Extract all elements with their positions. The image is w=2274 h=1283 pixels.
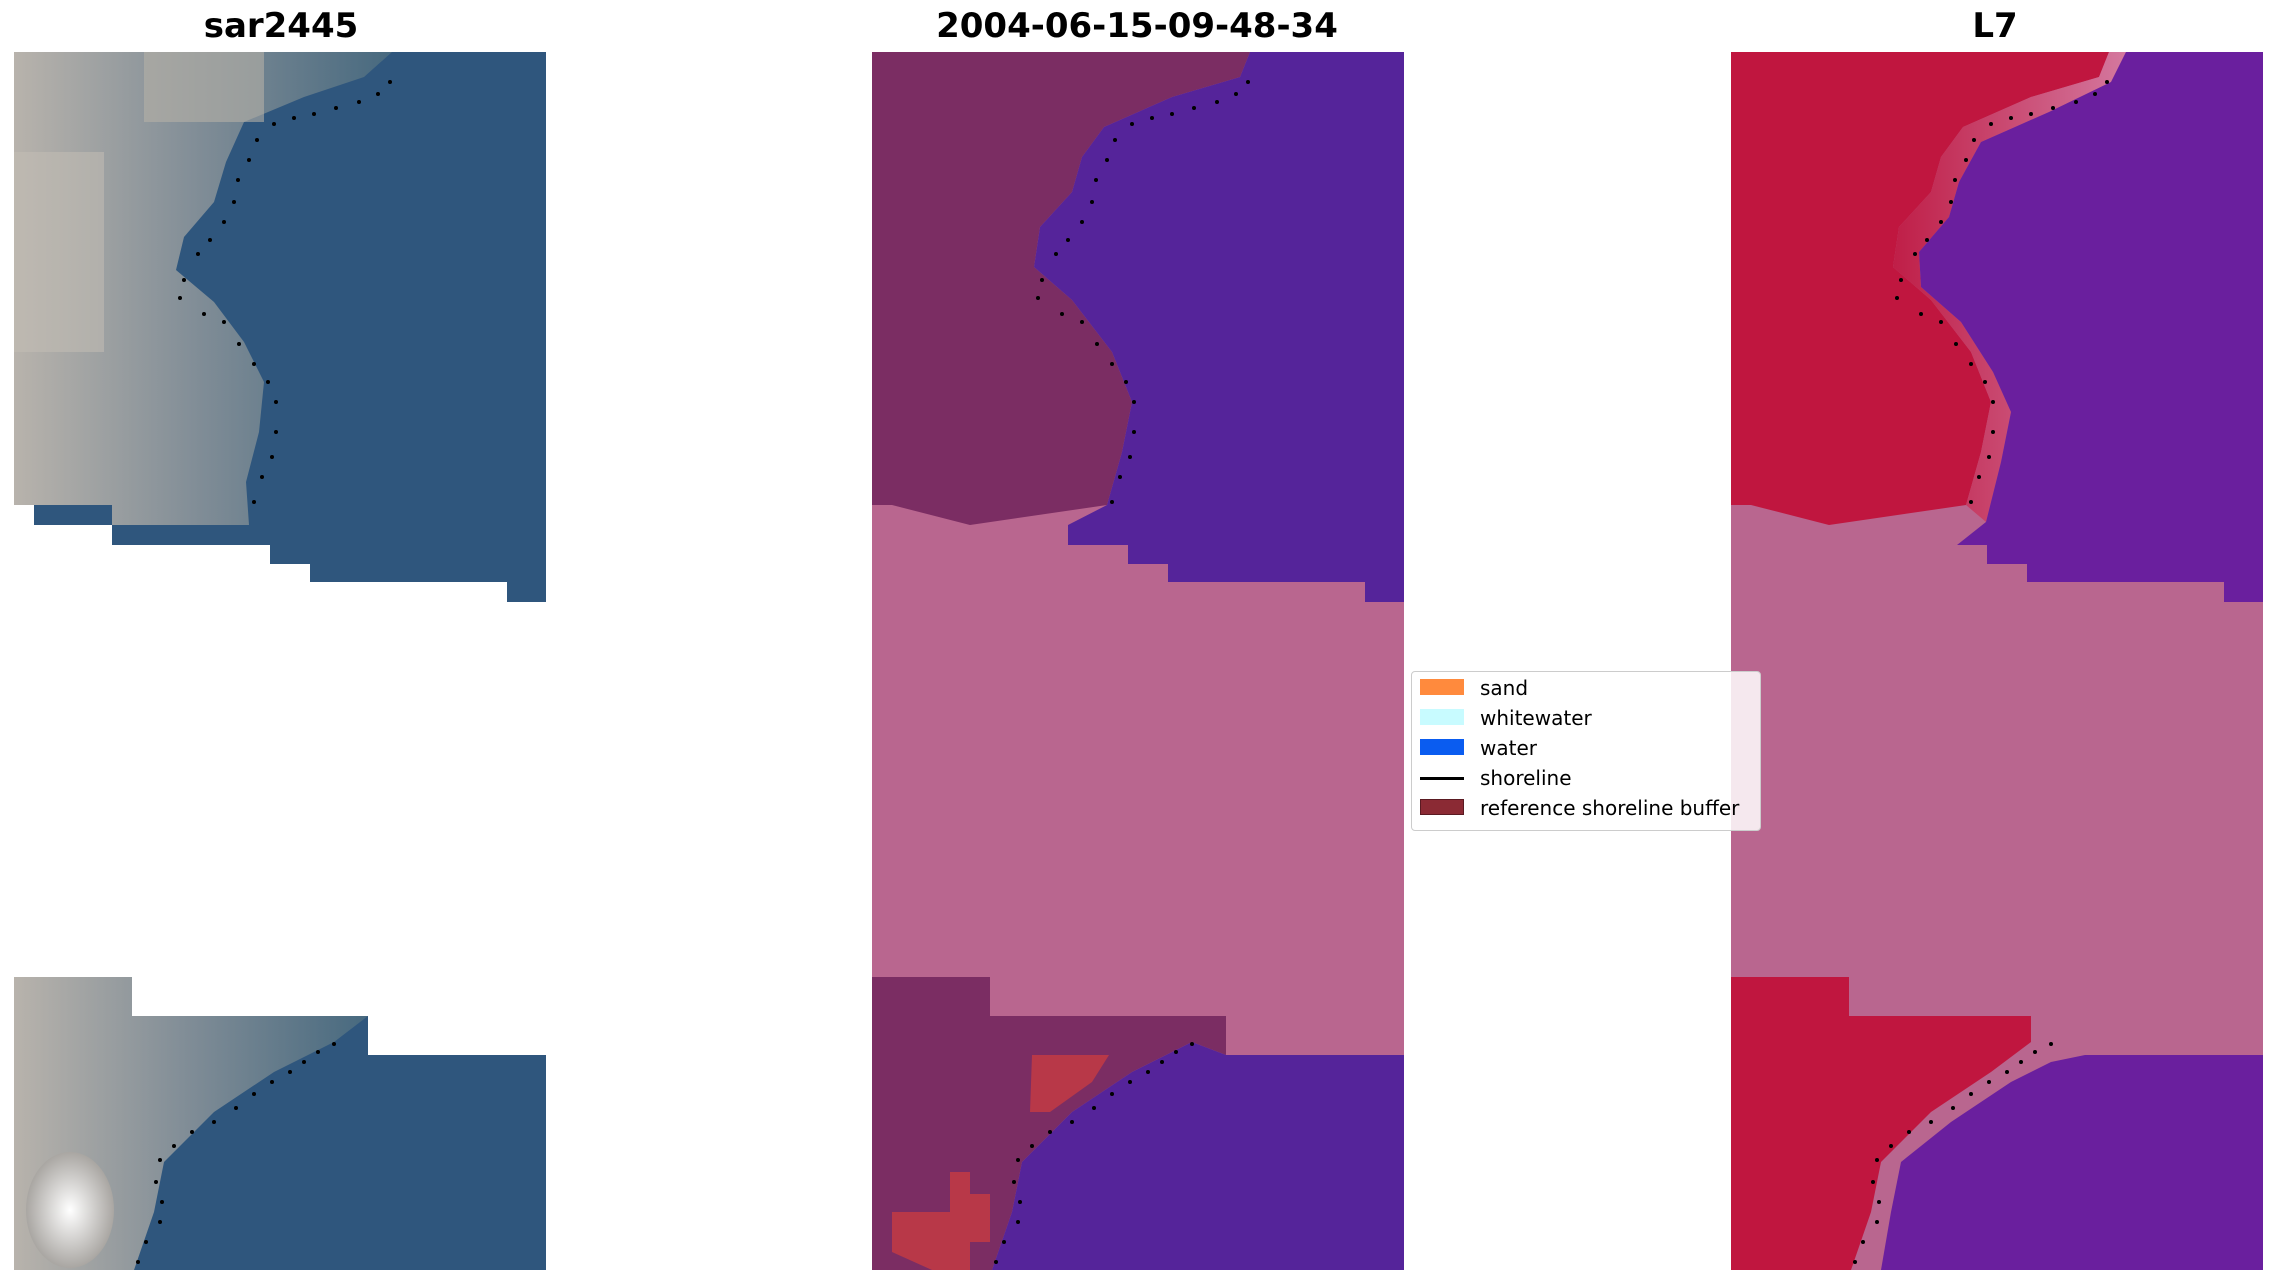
rgb-shoreline	[136, 80, 392, 1264]
panel-title-index: L7	[1972, 6, 2018, 46]
classified-shoreline	[994, 80, 1250, 1264]
legend-label-water: water	[1480, 736, 1537, 760]
rgb-image-panel	[14, 52, 546, 1270]
panel-title-rgb: sar2445	[203, 6, 359, 46]
classified-image-panel	[872, 52, 1404, 1270]
index-edge-top	[1893, 52, 2126, 522]
index-water-bottom	[1881, 1055, 2263, 1270]
legend-label-shoreline: shoreline	[1480, 766, 1572, 790]
shoreline-line-swatch	[1420, 777, 1464, 780]
class-red-patch-low	[892, 1172, 990, 1270]
reference-buffer-swatch	[1420, 799, 1464, 815]
class-water-top	[1034, 52, 1404, 602]
legend-label-reference-buffer: reference shoreline buffer	[1480, 796, 1740, 820]
class-red-patch	[1030, 1055, 1109, 1112]
water-swatch	[1420, 739, 1464, 755]
legend-label-sand: sand	[1480, 676, 1529, 700]
sand-swatch	[1420, 679, 1464, 695]
index-water-top	[1919, 52, 2263, 602]
legend: sand whitewater water shoreline referenc…	[1411, 671, 1761, 831]
classified-image	[872, 52, 1404, 1270]
rgb-image	[14, 52, 546, 1270]
rgb-land-top	[14, 52, 392, 525]
legend-item-reference-buffer: reference shoreline buffer	[1420, 795, 1760, 823]
legend-item-whitewater: whitewater	[1420, 705, 1760, 733]
legend-item-shoreline: shoreline	[1420, 765, 1760, 793]
index-image-panel	[1731, 52, 2263, 1270]
index-image	[1731, 52, 2263, 1270]
whitewater-swatch	[1420, 709, 1464, 725]
class-water-bottom	[992, 1042, 1404, 1270]
class-land-top	[872, 52, 1250, 525]
legend-label-whitewater: whitewater	[1480, 706, 1592, 730]
panel-title-classified: 2004-06-15-09-48-34	[936, 6, 1338, 46]
index-land-top	[1731, 52, 2109, 525]
index-land-bottom	[1731, 977, 2031, 1270]
index-shoreline	[1853, 80, 2109, 1264]
legend-item-water: water	[1420, 735, 1760, 763]
legend-item-sand: sand	[1420, 675, 1760, 703]
